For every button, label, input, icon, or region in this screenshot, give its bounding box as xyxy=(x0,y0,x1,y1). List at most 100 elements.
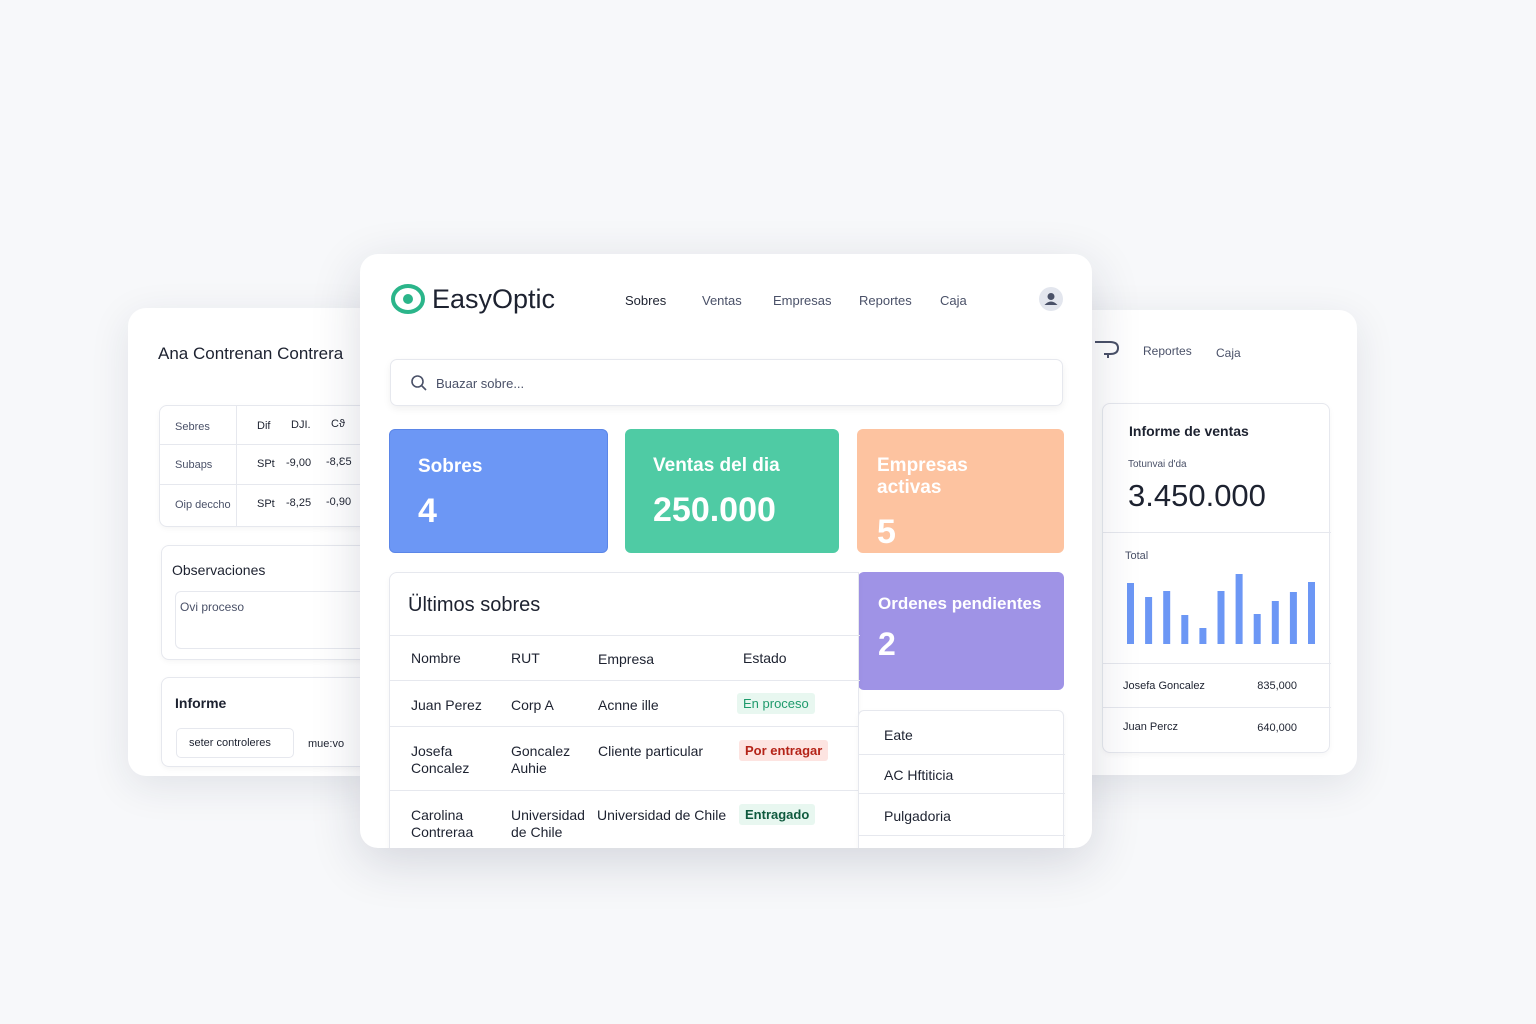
bar xyxy=(1199,628,1207,644)
nav-link[interactable]: Reportes xyxy=(859,293,912,308)
report-button[interactable]: mue:vo xyxy=(308,738,345,750)
status-badge: Por entragar xyxy=(739,740,829,761)
avatar[interactable] xyxy=(1039,287,1063,311)
divider xyxy=(859,754,1065,755)
cell: Universidad de Chile xyxy=(511,807,585,840)
cell: Cliente particular xyxy=(598,743,704,759)
stat-label: Empresas activas xyxy=(877,455,968,498)
stat-value: 2 xyxy=(878,626,896,662)
row-value: 835,000 xyxy=(1257,680,1297,692)
cell: Juan Perez xyxy=(411,697,482,713)
divider xyxy=(859,793,1065,794)
bar xyxy=(1253,614,1261,644)
stat-card: Ventas del dia 250.000 xyxy=(625,429,839,553)
divider xyxy=(236,406,237,526)
stat-card: Ordenes pendientes 2 xyxy=(858,572,1064,690)
divider xyxy=(1103,707,1331,708)
chart-label: Total xyxy=(1125,550,1149,562)
stat-card: Empresas activas 5 xyxy=(857,429,1064,553)
report-card: Informe seter controleres mue:vo xyxy=(161,677,391,767)
cell: SPt xyxy=(257,458,275,470)
divider xyxy=(160,444,390,445)
divider xyxy=(1103,532,1331,533)
status-badge: Entragado xyxy=(739,804,816,825)
column-header: Estado xyxy=(743,650,787,666)
cell: SPt xyxy=(257,498,275,510)
row-name: Josefa Goncalez xyxy=(1123,680,1205,692)
bar xyxy=(1271,601,1279,644)
bar xyxy=(1163,591,1171,644)
divider xyxy=(390,680,860,681)
cell: -8,25 xyxy=(286,497,312,509)
search-box[interactable]: Buazar sobre... xyxy=(390,359,1063,406)
cell: DJI. xyxy=(291,419,311,431)
subtitle: Totunvai d'da xyxy=(1128,459,1187,470)
column-header: Empresa xyxy=(598,651,655,667)
bar xyxy=(1127,583,1134,644)
card-title: Informe de ventas xyxy=(1129,423,1249,439)
column-header: RUT xyxy=(511,650,540,666)
cell: -9,00 xyxy=(286,457,312,469)
bar xyxy=(1145,597,1153,644)
nav-link[interactable]: Caja xyxy=(1216,346,1241,360)
latest-table-card: Ültimos sobres Nombre RUT Empresa Estado… xyxy=(389,572,860,848)
cell: -0,90 xyxy=(326,496,352,508)
cell: Sebres xyxy=(175,421,210,433)
logo-icon xyxy=(391,284,425,314)
stat-value: 5 xyxy=(877,513,896,551)
cell: Goncalez Auhie xyxy=(511,743,571,776)
bar xyxy=(1181,615,1189,644)
nav-link[interactable]: Ventas xyxy=(702,293,742,308)
nav-link[interactable]: Reportes xyxy=(1143,344,1192,358)
bar-chart xyxy=(1127,574,1315,644)
panel-title: Ana Contrenan Contrera xyxy=(158,344,344,363)
nav-link[interactable]: Empresas xyxy=(773,293,832,308)
observations-input[interactable]: Ovi proceso xyxy=(175,591,385,649)
cell: Universidad de Chile xyxy=(597,807,727,823)
row-name: Juan Percz xyxy=(1123,721,1179,733)
sales-report-card: Informe de ventas Totunvai d'da 3.450.00… xyxy=(1102,403,1331,753)
column-header: Nombre xyxy=(411,650,461,666)
divider xyxy=(1103,663,1331,664)
status-badge: En proceso xyxy=(737,693,815,714)
total: 3.450.000 xyxy=(1128,478,1266,513)
cell: -8,Ɛ5 xyxy=(326,456,352,468)
observations-card: Observaciones Ovi proceso xyxy=(161,545,391,660)
cell: Josefa Concalez xyxy=(411,743,470,776)
values-table: Sebres Dif DJI. Cϑ Subaps SPt -9,00 -8,Ɛ… xyxy=(159,405,390,527)
bar xyxy=(1308,582,1315,644)
card-title: Observaciones xyxy=(172,562,266,578)
main-panel: EasyOptic Sobres Ventas Empresas Reporte… xyxy=(360,254,1092,848)
card-title: Informe xyxy=(175,695,227,711)
bar xyxy=(1235,574,1243,644)
divider xyxy=(160,484,390,485)
row-value: 640,000 xyxy=(1257,722,1297,734)
cell: Cϑ xyxy=(331,418,345,430)
list-item: AC Hftiticia xyxy=(884,767,954,783)
table-title: Ültimos sobres xyxy=(408,594,541,616)
stat-value: 4 xyxy=(418,492,437,530)
cell: Subaps xyxy=(175,459,213,471)
cell: Oip deccho xyxy=(175,499,231,511)
bar xyxy=(1217,591,1225,644)
cell: Corp A xyxy=(511,697,554,713)
stat-card: Sobres 4 xyxy=(389,429,608,553)
right-panel: Reportes Caja Informe de ventas Totunvai… xyxy=(1060,310,1357,775)
logo: EasyOptic xyxy=(432,284,556,314)
divider xyxy=(390,790,860,791)
list-item: Pulgadoria xyxy=(884,808,951,824)
icon xyxy=(1095,341,1120,358)
search-placeholder: Buazar sobre... xyxy=(436,376,525,391)
stat-value: 250.000 xyxy=(653,491,776,529)
divider xyxy=(859,835,1065,836)
nav-link[interactable]: Caja xyxy=(940,293,967,308)
divider xyxy=(390,726,860,727)
nav-link[interactable]: Sobres xyxy=(625,293,667,308)
cell: Carolina Contreraa xyxy=(411,807,474,840)
cell: Dif xyxy=(257,420,271,432)
cell: Acnne ille xyxy=(598,697,659,713)
search-icon xyxy=(411,375,427,391)
left-panel: Ana Contrenan Contrera Sebres Dif DJI. C… xyxy=(128,308,391,776)
divider xyxy=(390,635,860,636)
report-input[interactable]: seter controleres xyxy=(176,728,294,758)
